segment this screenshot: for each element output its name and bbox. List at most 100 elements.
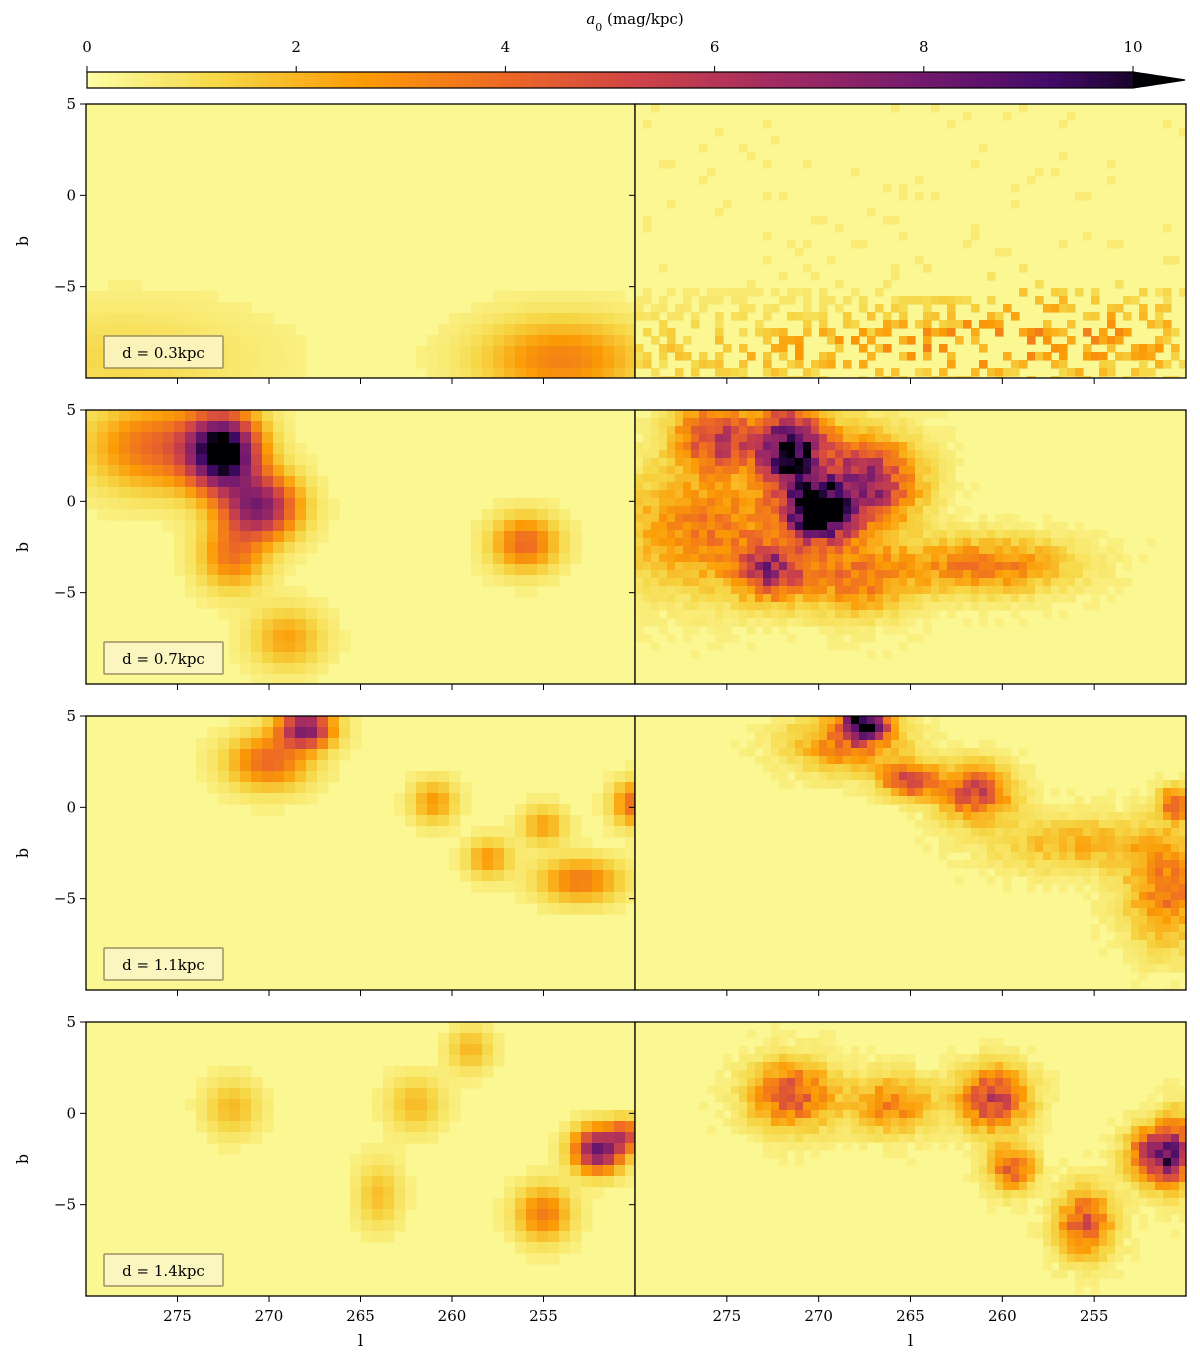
heatmap-cell [240,531,252,543]
heatmap-cell [691,442,700,451]
heatmap-cell [803,1086,812,1095]
heatmap-cell [394,1209,406,1221]
heatmap-cell [1027,1174,1036,1183]
heatmap-cell [643,570,652,579]
heatmap-cell [755,1062,764,1071]
heatmap-cell [851,426,860,435]
y-tick-label: 5 [66,707,76,725]
heatmap-cell [755,1134,764,1143]
heatmap-cell [971,304,980,313]
heatmap-cell [1147,1158,1156,1167]
heatmap-cell [284,476,296,488]
heatmap-cell [1003,554,1012,563]
heatmap-cell [859,554,868,563]
heatmap-cell [625,1121,635,1133]
heatmap-cell [152,432,164,444]
heatmap-cell [504,870,516,882]
heatmap-cell [1155,956,1164,965]
heatmap-cell [803,466,812,475]
heatmap-cell [899,458,908,467]
heatmap-cell [635,522,644,531]
heatmap-cell [614,324,626,336]
heatmap-cell [262,782,274,794]
heatmap-cell [504,335,516,347]
heatmap-cell [675,426,684,435]
heatmap-cell [1099,828,1108,837]
heatmap-cell [394,1220,406,1232]
heatmap-cell [755,546,764,555]
heatmap-cell [570,881,582,893]
heatmap-cell [915,538,924,547]
heatmap-cell [1115,1230,1124,1239]
heatmap-cell [625,1143,635,1155]
heatmap-cell [1027,772,1036,781]
heatmap-cell [427,771,439,783]
heatmap-cell [923,506,932,515]
heatmap-cell [416,1110,428,1122]
heatmap-cell [739,578,748,587]
heatmap-cells [635,1022,1186,1296]
heatmap-cell [1035,570,1044,579]
heatmap-cell [1107,304,1116,313]
heatmap-cell [995,1102,1004,1111]
heatmap-cell [651,562,660,571]
heatmap-cell [1019,522,1028,531]
heatmap-cell [163,410,175,422]
heatmap-cell [699,498,708,507]
heatmap-cell [739,434,748,443]
heatmap-cell [779,434,788,443]
heatmap-cell [835,522,844,531]
heatmap-cell [931,602,940,611]
heatmap-cell [907,522,916,531]
heatmap-cell [739,602,748,611]
heatmap-cell [1123,554,1132,563]
heatmap-cell [859,304,868,313]
y-tick-label: 0 [66,186,76,204]
heatmap-cell [779,458,788,467]
heatmap-cell [251,716,263,728]
heatmap-cell [859,344,868,353]
heatmap-cell [1035,1062,1044,1071]
heatmap-cell [787,1054,796,1063]
heatmap-cell [372,1187,384,1199]
heatmap-cell [907,716,916,725]
heatmap-cell [971,594,980,603]
y-tick-label: −5 [54,1196,76,1214]
heatmap-cell [835,618,844,627]
heatmap-cell [747,426,756,435]
heatmap-cell [548,1242,560,1254]
heatmap-cell [803,376,812,378]
heatmap-cell [328,498,340,510]
heatmap-cell [273,716,285,728]
heatmap-cell [1059,610,1068,619]
heatmap-cell [835,482,844,491]
heatmap-cell [218,793,230,805]
heatmap-cell [739,368,748,377]
heatmap-cell [295,630,307,642]
heatmap-cell [317,476,329,488]
heatmap-cell [130,291,142,303]
heatmap-cell [1115,1134,1124,1143]
heatmap-cell [683,586,692,595]
heatmap-cell [971,602,980,611]
heatmap-cell [915,724,924,733]
heatmap-cell [196,302,208,314]
heatmap-cell [803,522,812,531]
heatmap-cell [383,1187,395,1199]
heatmap-cell [819,450,828,459]
heatmap-cell [1131,1238,1140,1247]
heatmap-cell [835,724,844,733]
heatmap-cell [707,578,716,587]
heatmap-cell [570,1110,582,1122]
heatmap-cell [883,740,892,749]
heatmap-cell [851,562,860,571]
heatmap-cell [667,634,676,643]
heatmap-cell [699,490,708,499]
heatmap-cell [795,716,804,725]
heatmap-cell [755,602,764,611]
heatmap-cell [119,476,131,488]
heatmap-cell [939,836,948,845]
heatmap-cell [537,368,549,378]
heatmap-cell [659,458,668,467]
heatmap-cell [827,450,836,459]
